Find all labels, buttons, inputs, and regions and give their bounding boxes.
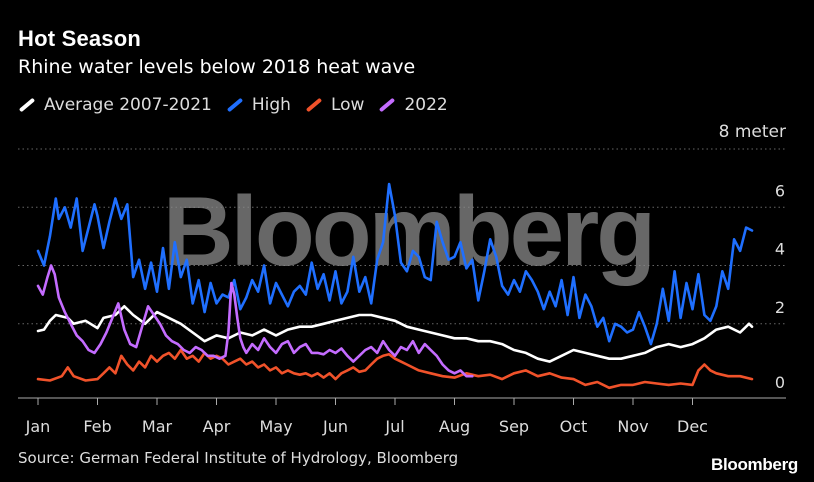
legend-item-low: Low	[305, 95, 364, 115]
legend-item-high: High	[226, 95, 291, 115]
x-tick-label-jul: Jul	[384, 417, 404, 436]
chart-title: Hot Season	[18, 26, 142, 51]
legend: Average 2007-2021 High Low 2022	[18, 95, 462, 115]
x-tick-label-mar: Mar	[142, 417, 173, 436]
y-tick-label-4: 4	[775, 240, 785, 259]
x-tick-label-sep: Sep	[499, 417, 529, 436]
y-tick-label-0: 0	[775, 373, 785, 392]
series-line-y2022	[36, 264, 474, 378]
legend-label-2022: 2022	[404, 95, 448, 115]
legend-item-average: Average 2007-2021	[18, 95, 212, 115]
x-tick-label-nov: Nov	[617, 417, 648, 436]
x-tick-label-apr: Apr	[203, 417, 231, 436]
x-tick-label-may: May	[259, 417, 292, 436]
chart-subtitle: Rhine water levels below 2018 heat wave	[18, 56, 416, 78]
series-line-low	[36, 348, 754, 390]
legend-label-average: Average 2007-2021	[44, 95, 212, 115]
x-tick-label-dec: Dec	[677, 417, 708, 436]
x-tick-label-jan: Jan	[25, 417, 51, 436]
series-line-avg	[36, 304, 754, 363]
legend-label-high: High	[251, 95, 291, 115]
x-tick-label-aug: Aug	[439, 417, 470, 436]
x-tick-label-oct: Oct	[560, 417, 588, 436]
x-tick-label-jun: Jun	[322, 417, 348, 436]
watermark-text: Bloomberg	[163, 176, 653, 286]
source-note: Source: German Federal Institute of Hydr…	[18, 449, 459, 467]
legend-label-low: Low	[330, 95, 365, 115]
y-tick-label-6: 6	[775, 181, 785, 200]
y-axis-unit-label: 8 meter	[718, 122, 786, 142]
x-tick-label-feb: Feb	[83, 417, 111, 436]
legend-item-2022: 2022	[378, 95, 448, 115]
y-tick-label-2: 2	[775, 298, 785, 317]
series-line-high	[36, 182, 754, 346]
brand-logo: Bloomberg	[710, 455, 798, 474]
